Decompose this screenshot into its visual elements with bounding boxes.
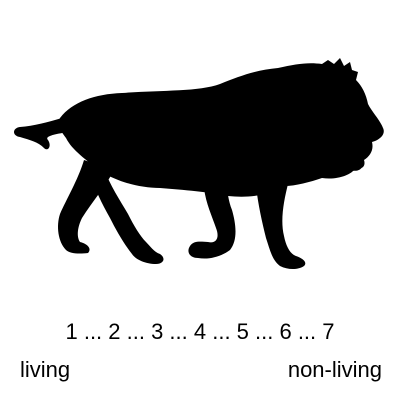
lion-front-back-leg <box>188 186 236 259</box>
lion-silhouette-image <box>14 58 384 269</box>
rating-scale: 1 ... 2 ... 3 ... 4 ... 5 ... 6 ... 7 li… <box>0 315 400 400</box>
scale-numbers: 1 ... 2 ... 3 ... 4 ... 5 ... 6 ... 7 <box>65 319 335 344</box>
lion-front-leg <box>256 184 306 269</box>
right-anchor-label: non-living <box>287 357 382 382</box>
left-anchor-label: living <box>20 357 71 382</box>
lion-body <box>58 58 384 197</box>
lion-silhouette-icon <box>14 58 384 269</box>
lion-rear-front-leg <box>90 168 164 264</box>
lion-tail <box>14 118 68 150</box>
lion-chin <box>345 158 362 171</box>
